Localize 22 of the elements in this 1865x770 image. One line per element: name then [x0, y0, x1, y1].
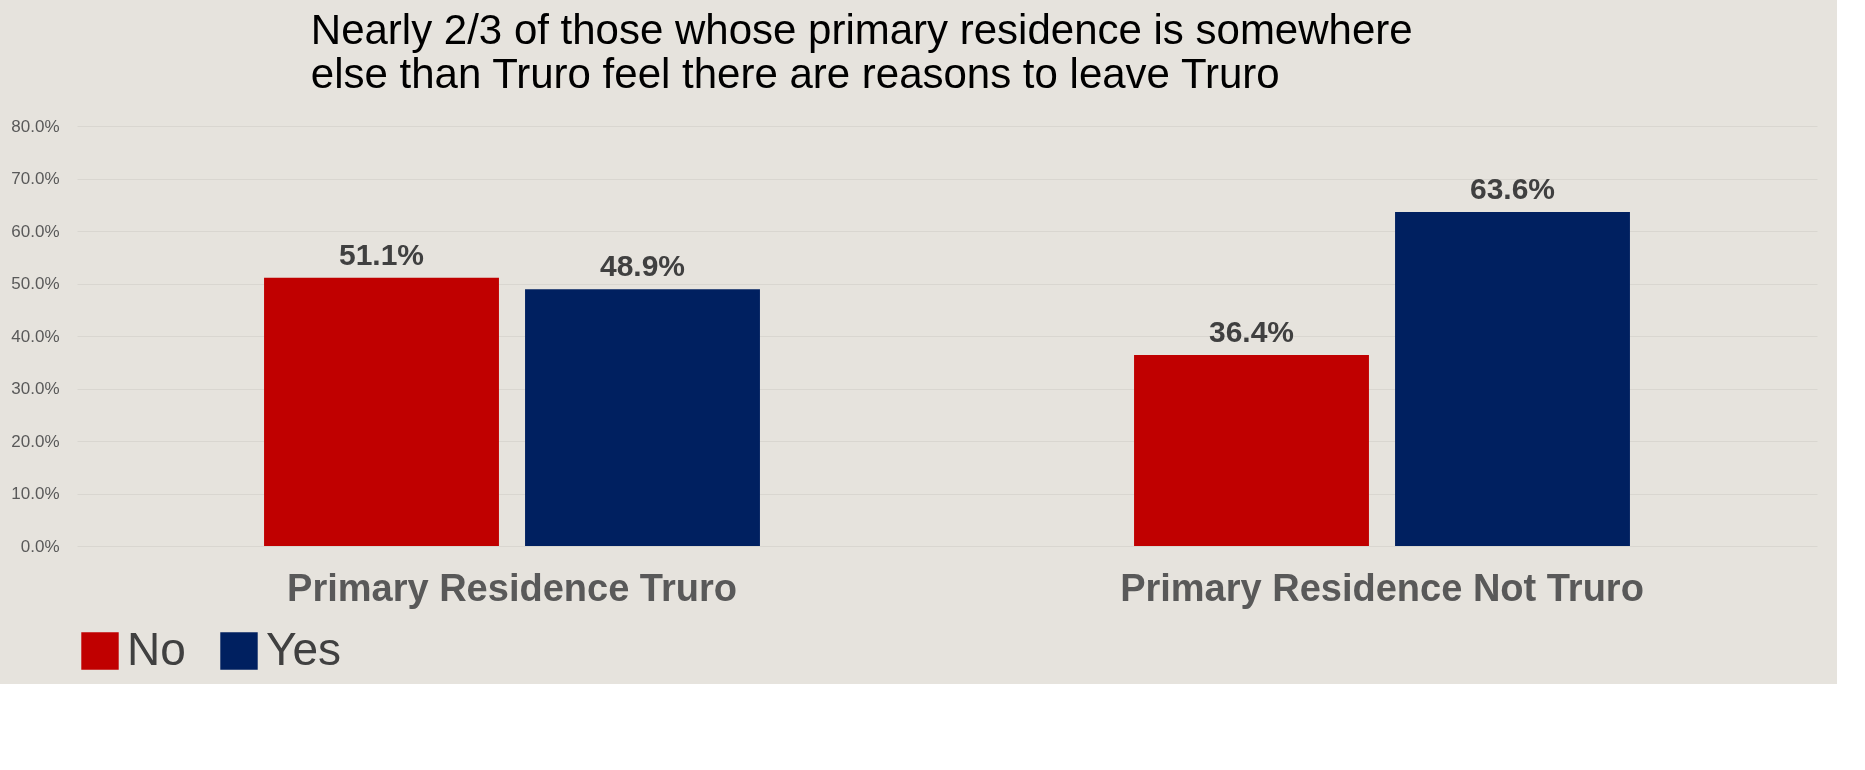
bar — [525, 289, 760, 546]
data-label: 63.6% — [1469, 172, 1556, 206]
y-tick-label: 50.0% — [11, 274, 60, 293]
text: Nearly 2/3 of those whose primary residence is somewhere — [310, 6, 1413, 53]
data-label: 36.4% — [1208, 314, 1295, 348]
data-label: 48.9% — [599, 249, 686, 283]
y-tick-label: 0.0% — [20, 536, 60, 556]
bar — [1134, 354, 1369, 546]
data-label: 51.1% — [338, 237, 425, 271]
bar — [264, 277, 499, 546]
x-tick-label: Primary Residence Truro — [287, 566, 737, 609]
y-tick-label: 30.0% — [11, 379, 60, 398]
y-tick-label: 70.0% — [11, 169, 60, 188]
y-tick-label: 40.0% — [11, 326, 60, 346]
legend-label: Yes — [266, 623, 342, 675]
y-tick-label: 20.0% — [11, 431, 60, 451]
y-tick-label: 10.0% — [11, 484, 60, 503]
x-tick-label: Primary Residence Not Truro — [1120, 566, 1644, 609]
y-tick-label: 60.0% — [11, 221, 60, 241]
bar — [1395, 212, 1630, 546]
y-tick-label: 80.0% — [11, 116, 60, 136]
legend-label: No — [127, 623, 186, 675]
